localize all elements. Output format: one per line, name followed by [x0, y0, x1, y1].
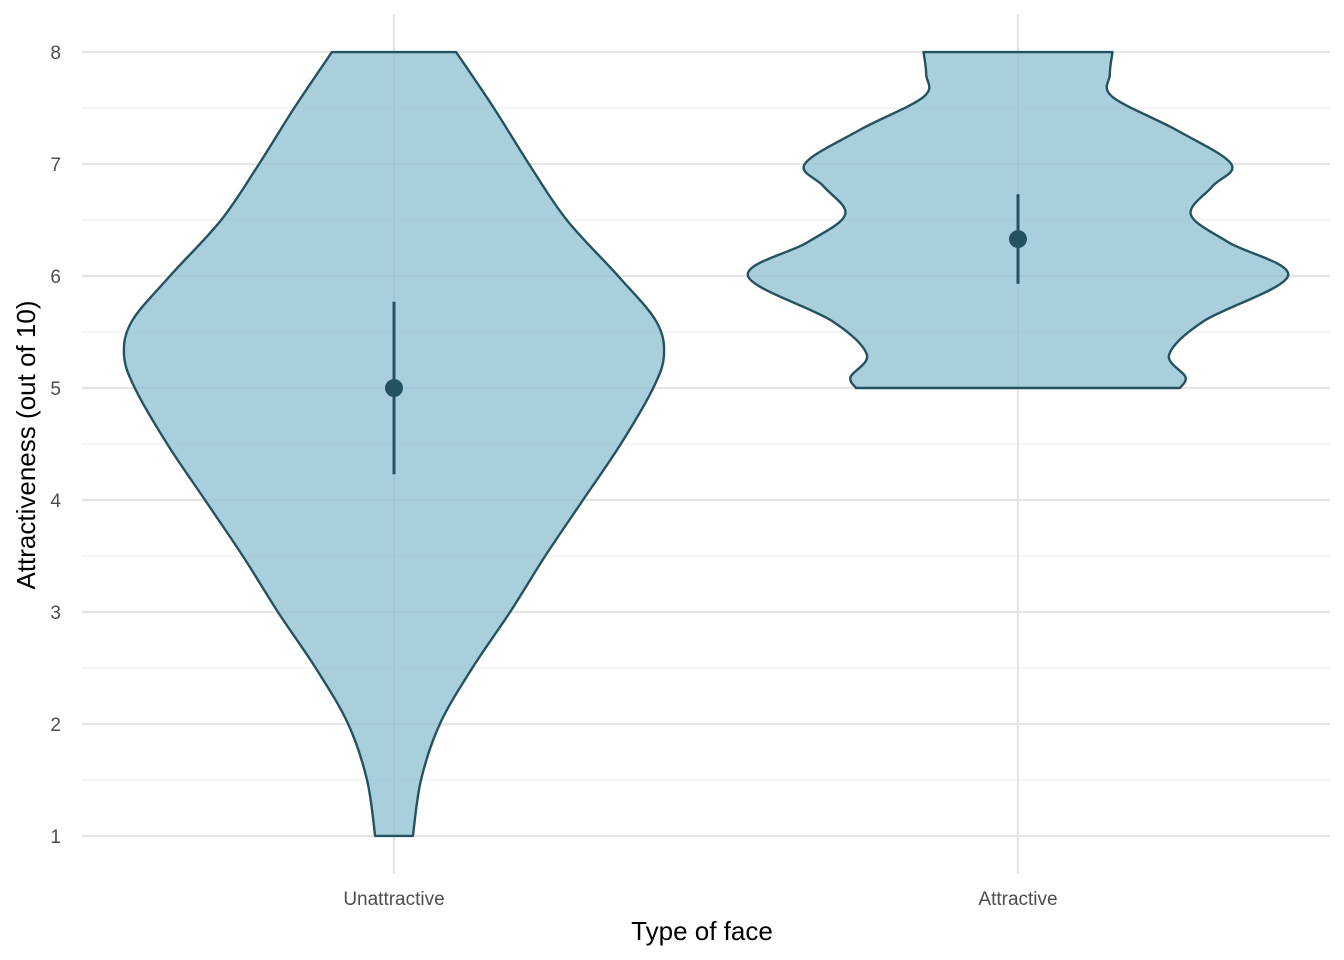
x-tick-label: Attractive — [978, 889, 1057, 910]
x-tick-label: Unattractive — [343, 889, 444, 910]
y-tick-label: 7 — [50, 155, 61, 176]
y-axis-tick-labels: 1 2 3 4 5 6 7 8 — [50, 43, 61, 848]
y-tick-label: 4 — [50, 491, 61, 512]
y-tick-label: 3 — [50, 603, 61, 624]
x-axis-tick-labels: Unattractive Attractive — [343, 889, 1057, 910]
y-tick-label: 6 — [50, 267, 61, 288]
mean-point-attractive — [1009, 230, 1027, 248]
y-tick-label: 5 — [50, 379, 61, 400]
y-tick-label: 8 — [50, 43, 61, 64]
y-tick-label: 2 — [50, 715, 61, 736]
y-axis-title: Attractiveness (out of 10) — [11, 300, 41, 589]
y-tick-label: 1 — [50, 827, 61, 848]
x-axis-title: Type of face — [631, 916, 773, 946]
mean-point-unattractive — [385, 379, 403, 397]
